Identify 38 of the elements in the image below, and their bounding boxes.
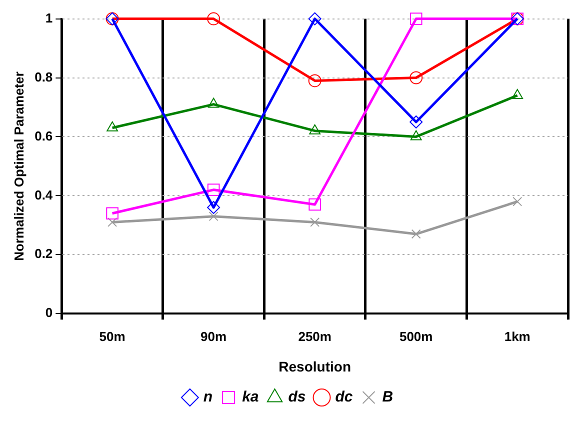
legend-label: B (382, 388, 394, 406)
legend-label: n (203, 388, 213, 406)
point (106, 121, 118, 132)
legend-label: ds (288, 388, 306, 406)
x-tick-label: 250m (298, 328, 332, 344)
y-tick-label: 0 (45, 305, 53, 320)
y-tick-label: 1 (45, 10, 53, 26)
point (207, 200, 220, 214)
x-tick-label: 90m (200, 328, 227, 344)
point (512, 88, 524, 99)
point (410, 130, 422, 140)
x-tick-label: 50m (99, 328, 126, 344)
x-tick-label: 500m (399, 328, 433, 344)
point (207, 12, 220, 26)
point (207, 184, 220, 196)
y-tick-label: 0.4 (34, 187, 54, 202)
point (208, 98, 220, 108)
point (411, 229, 421, 239)
y-tick-label: 0.6 (34, 128, 53, 144)
point (410, 115, 423, 128)
point (308, 74, 322, 88)
point (310, 217, 320, 227)
point (208, 212, 218, 222)
legend-label: ka (242, 388, 259, 406)
x-axis-title: Resolution (278, 358, 352, 374)
point (308, 12, 322, 26)
point (512, 196, 522, 206)
point (410, 71, 423, 84)
point (308, 198, 321, 211)
point (108, 217, 118, 227)
y-axis-title: Normalized Optimal Parameter (11, 72, 26, 261)
point (106, 207, 118, 220)
legend-label: dc (335, 388, 354, 406)
point (309, 124, 321, 134)
x-tick-label: 1km (504, 328, 530, 344)
point (410, 12, 422, 25)
y-tick-label: 0.8 (34, 69, 53, 84)
y-tick-label: 0.2 (34, 246, 53, 262)
